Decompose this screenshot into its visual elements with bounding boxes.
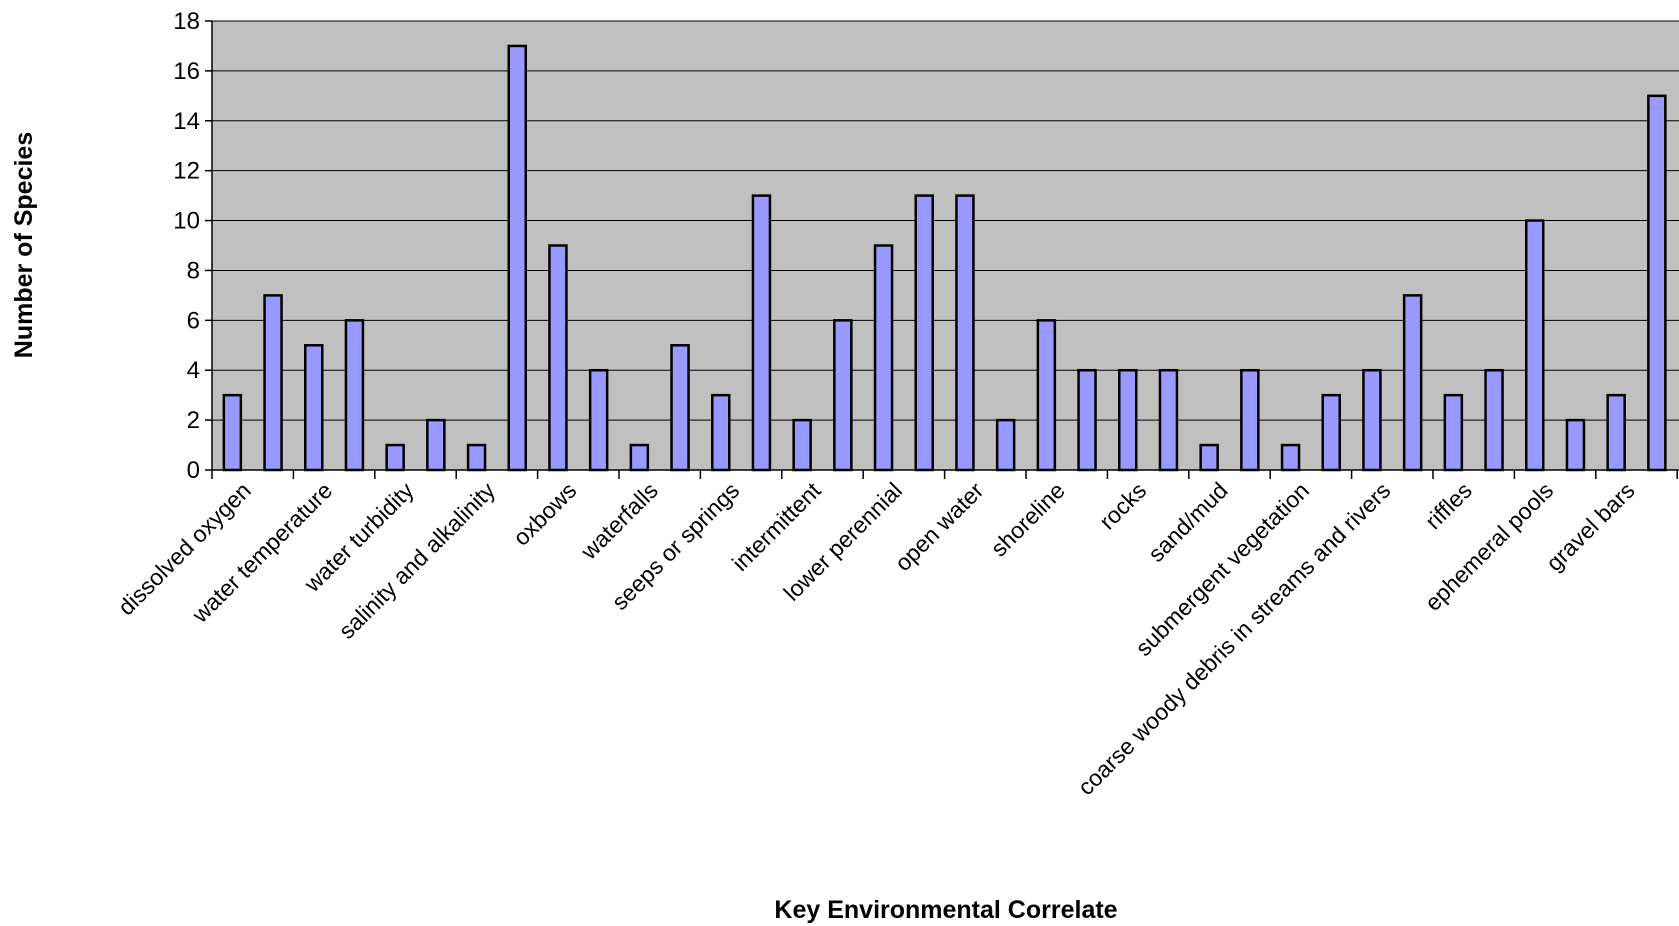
bar xyxy=(263,294,283,472)
bar xyxy=(995,418,1016,472)
x-tick-label: oxbows xyxy=(508,477,582,551)
x-tick-label: waterfalls xyxy=(575,477,663,565)
bar xyxy=(1158,368,1179,472)
plot-area xyxy=(212,21,1679,470)
bar xyxy=(1240,368,1260,472)
y-tick-label: 14 xyxy=(173,108,200,135)
x-axis-title: Key Environmental Correlate xyxy=(774,896,1117,924)
y-tick-label: 2 xyxy=(187,407,200,434)
y-tick-label: 10 xyxy=(173,208,200,235)
x-tick-label: dissolved oxygen xyxy=(113,477,256,620)
bar xyxy=(751,194,772,472)
bar xyxy=(1443,393,1464,472)
y-tick-label: 4 xyxy=(187,357,200,384)
y-tick-label: 18 xyxy=(173,8,200,35)
x-tick-label: water temperature xyxy=(186,477,337,628)
bar xyxy=(426,418,446,472)
bar xyxy=(1077,368,1097,472)
bar xyxy=(466,443,487,472)
bar xyxy=(1199,443,1219,472)
bar xyxy=(629,443,650,472)
bar xyxy=(304,344,324,472)
bar xyxy=(1321,393,1341,472)
x-tick-label: salinity and alkalinity xyxy=(333,477,500,644)
bar xyxy=(833,319,853,472)
bar xyxy=(1606,393,1626,472)
axes xyxy=(205,20,1679,479)
bar xyxy=(548,244,568,472)
y-tick-label: 16 xyxy=(173,58,200,85)
bar xyxy=(588,368,609,472)
y-tick-label: 0 xyxy=(187,457,200,484)
bar xyxy=(1118,368,1138,472)
y-tick-labels: 0 2 4 6 8 10 12 14 16 18 xyxy=(173,8,200,484)
y-tick-label: 8 xyxy=(187,257,200,284)
bar xyxy=(914,194,934,472)
grid-lines xyxy=(212,20,1679,421)
x-tick-label: rocks xyxy=(1094,477,1151,534)
x-tick-label: gravel bars xyxy=(1541,477,1640,576)
bar xyxy=(1647,94,1667,472)
bar xyxy=(955,194,975,472)
x-tick-label: riffles xyxy=(1420,477,1477,534)
bar xyxy=(670,344,690,472)
bar xyxy=(1402,294,1423,472)
y-tick-label: 12 xyxy=(173,158,200,185)
bar xyxy=(385,443,405,472)
bar xyxy=(1565,418,1586,472)
bar xyxy=(1484,368,1504,472)
y-axis-title: Number of Species xyxy=(10,132,38,358)
bar xyxy=(873,244,894,472)
bar xyxy=(711,393,731,472)
bar xyxy=(1036,319,1057,472)
bar xyxy=(1525,219,1545,472)
bar xyxy=(1280,443,1301,472)
x-tick-label: open water xyxy=(890,477,989,576)
bar xyxy=(1362,368,1382,472)
bar xyxy=(222,393,243,472)
x-tick-label: shoreline xyxy=(985,477,1069,561)
bar xyxy=(507,44,527,472)
y-tick-label: 6 xyxy=(187,307,200,334)
bar xyxy=(344,319,365,472)
bar xyxy=(792,418,812,472)
